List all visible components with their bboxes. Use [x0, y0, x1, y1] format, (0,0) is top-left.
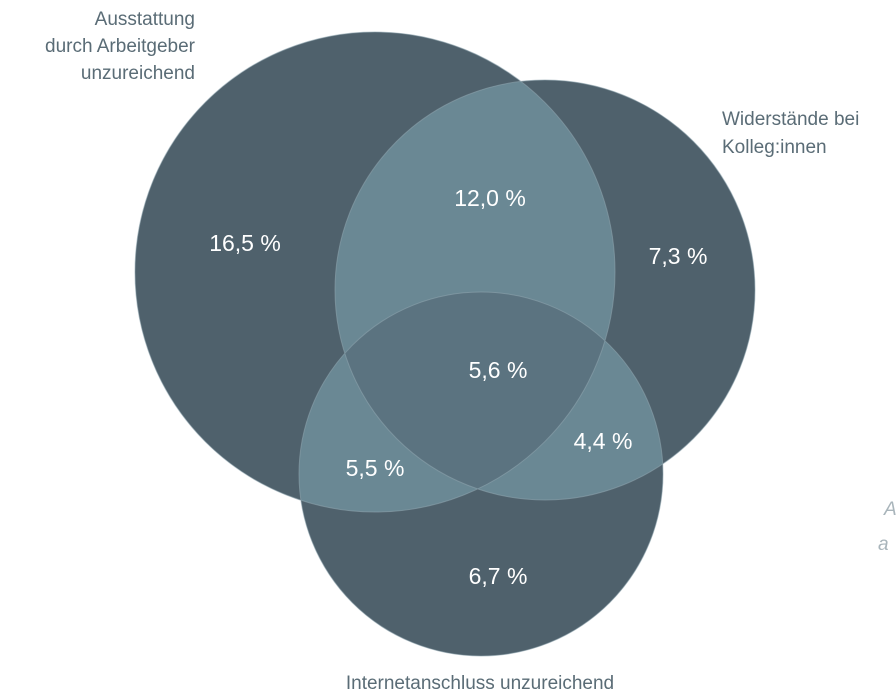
outline-a — [134, 31, 616, 513]
region-value: 7,3 % — [649, 243, 708, 269]
outline-c — [298, 291, 664, 657]
set-label: Ausstattung — [95, 9, 195, 30]
outline-b — [334, 79, 756, 501]
set-label: unzureichend — [81, 63, 195, 84]
region-value: 5,6 % — [469, 357, 528, 383]
set-label: Internetanschluss unzureichend — [346, 673, 614, 694]
region-value: 6,7 % — [469, 563, 528, 589]
cut-off-text: a — [878, 534, 889, 555]
region-value: 4,4 % — [574, 428, 633, 454]
region-value: 16,5 % — [209, 230, 281, 256]
set-label: Kolleg:innen — [722, 137, 827, 158]
set-label: Widerstände bei — [722, 109, 859, 130]
region-value: 12,0 % — [454, 185, 526, 211]
cut-off-text: A — [883, 499, 896, 520]
overlap-abc — [335, 292, 615, 500]
set-label: durch Arbeitgeber — [45, 36, 196, 57]
region-value: 5,5 % — [346, 455, 405, 481]
